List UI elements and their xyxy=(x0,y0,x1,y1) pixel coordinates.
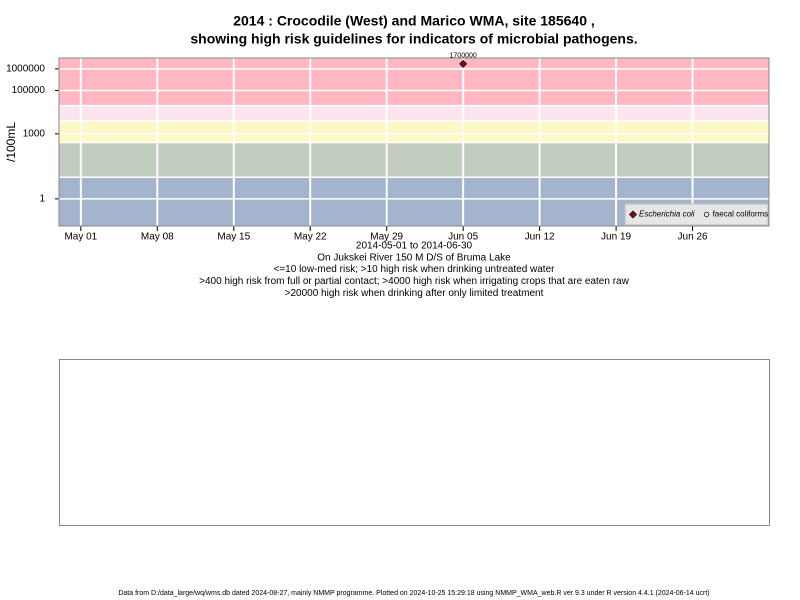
data-label: 1700000 xyxy=(450,53,477,60)
x-tick-label: May 29 xyxy=(370,232,403,243)
risk-band xyxy=(59,105,769,121)
y-tick-label: 1000000 xyxy=(6,63,45,74)
x-tick-label: Jun 19 xyxy=(601,232,631,243)
x-tick-label: May 08 xyxy=(141,232,174,243)
footer: Data from D:/data_large/wq/wms.db dated … xyxy=(118,590,709,597)
x-tick-label: May 15 xyxy=(217,232,250,243)
y-tick-label: 1000 xyxy=(23,128,46,139)
legend-box xyxy=(624,203,769,226)
chart-title: showing high risk guidelines for indicat… xyxy=(190,31,637,47)
risk-band xyxy=(59,142,769,178)
data-point xyxy=(629,210,637,219)
subtitle: <=10 low-med risk; >10 high risk when dr… xyxy=(274,264,556,275)
subtitle: 2014-05-01 to 2014-06-30 xyxy=(356,241,473,252)
chart-title: 2014 : Crocodile (West) and Marico WMA, … xyxy=(233,13,595,29)
legend-label: Escherichia coli xyxy=(639,210,695,219)
empty-panel xyxy=(59,359,770,526)
y-tick-label: 100000 xyxy=(12,85,46,96)
subtitle: >400 high risk from full or partial cont… xyxy=(199,276,629,287)
data-point xyxy=(703,211,710,218)
subtitle: >20000 high risk when drinking after onl… xyxy=(285,288,544,299)
risk-band xyxy=(59,120,769,143)
data-point xyxy=(459,59,468,68)
y-axis-label: /100mL xyxy=(4,122,18,162)
x-tick-label: May 22 xyxy=(294,232,327,243)
x-tick-label: Jun 26 xyxy=(678,232,708,243)
legend-label: faecal coliforms xyxy=(713,210,769,219)
x-tick-label: Jun 05 xyxy=(448,232,478,243)
y-tick-label: 1 xyxy=(39,194,45,205)
risk-band xyxy=(59,58,769,106)
x-tick-label: May 01 xyxy=(64,232,97,243)
x-tick-label: Jun 12 xyxy=(525,232,555,243)
plot-frame xyxy=(58,57,770,227)
subtitle: On Jukskei River 150 M D/S of Bruma Lake xyxy=(317,252,511,263)
